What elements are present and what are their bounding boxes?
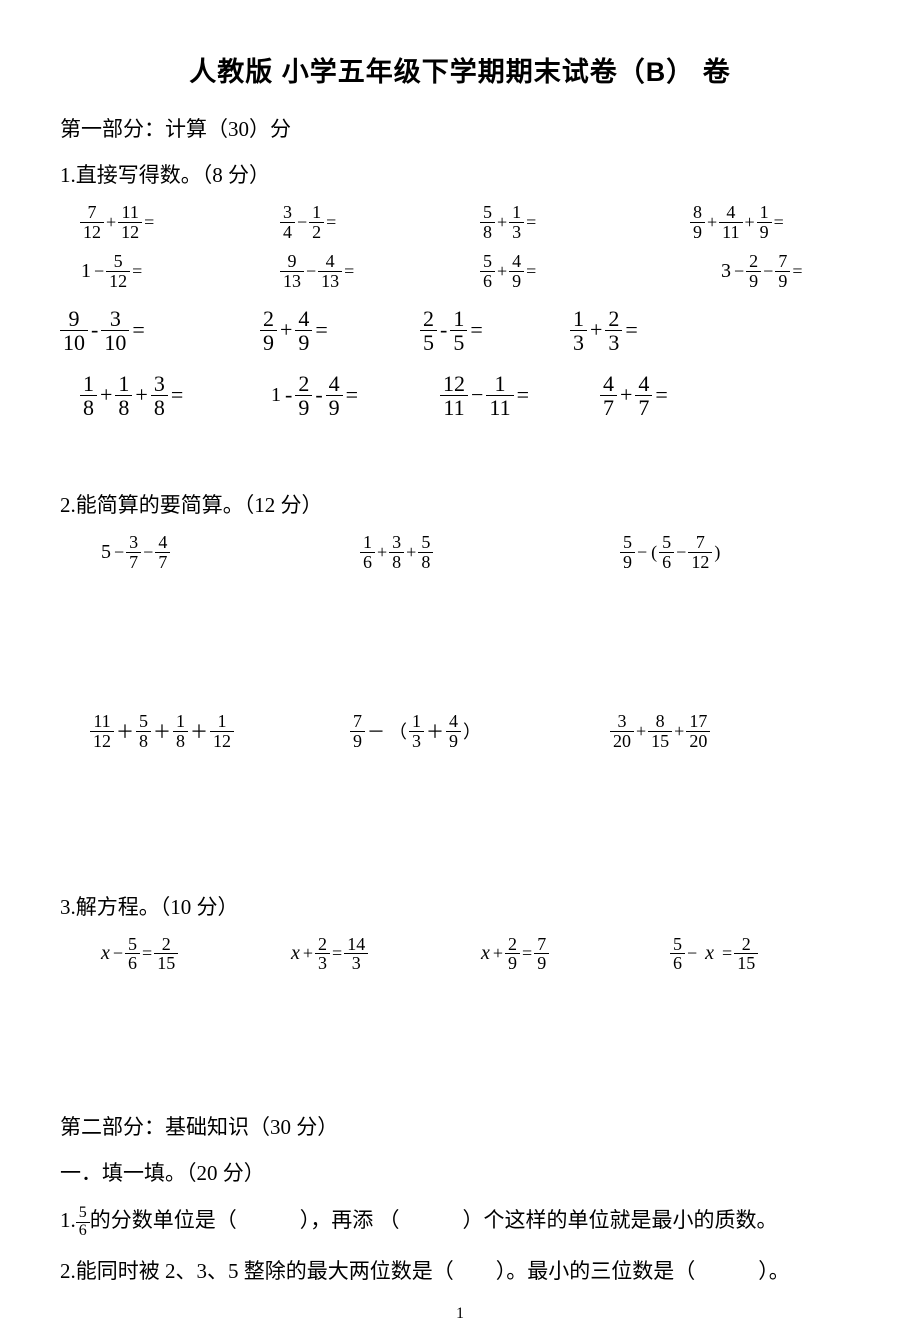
expression-cell: 59−(56−712) <box>620 533 880 572</box>
expression-cell: 16+38+58 <box>360 533 620 572</box>
fill-question-1: 1.56的分数单位是（ ），再添 （ ）个这样的单位就是最小的质数。 <box>60 1203 860 1239</box>
expression-cell: 3−29−79= <box>720 252 870 291</box>
q2-header: 2.能简算的要简算。（12 分） <box>60 489 860 519</box>
expression-cell: 25-15= <box>420 307 570 354</box>
q1-header: 1.直接写得数。（8 分） <box>60 159 860 189</box>
expression-cell: 47+47= <box>600 372 750 419</box>
exam-page: 人教版 小学五年级下学期期末试卷（B） 卷 第一部分：计算（30）分 1.直接写… <box>0 0 920 1343</box>
expression-cell: 56+49= <box>480 252 720 291</box>
expression-cell: 18+18+38= <box>80 372 270 419</box>
expression-cell: 34−12= <box>280 203 480 242</box>
q3-row1: x−56=215x+23=143x+29=7956−x=215 <box>100 935 860 974</box>
expression-cell: x−56=215 <box>100 935 290 974</box>
q2-row1: 5−37−4716+38+5859−(56−712) <box>100 533 860 572</box>
q1-row4: 18+18+38=1-29-49=1211−111=47+47= <box>80 372 860 419</box>
title-paren-close: ） <box>666 57 694 87</box>
expression-cell: 79－（13＋49） <box>350 712 610 751</box>
expression-cell: 29+49= <box>260 307 420 354</box>
expression-cell: x+23=143 <box>290 935 480 974</box>
q1-row1: 712+1112=34−12=58+13=89+411+19= <box>80 203 860 242</box>
expression-cell: 5−37−47 <box>100 533 360 572</box>
title-prefix: 人教版 小学五年级下学期期末试卷 <box>189 57 618 87</box>
expression-cell: 910-310= <box>60 307 260 354</box>
fill1-text: 的分数单位是（ ），再添 （ ）个这样的单位就是最小的质数。 <box>90 1208 778 1232</box>
expression-cell: 1-29-49= <box>270 372 440 419</box>
expression-cell: 913−413= <box>280 252 480 291</box>
expression-cell: x+29=79 <box>480 935 670 974</box>
part1-header: 第一部分：计算（30）分 <box>60 113 860 143</box>
title-letter: B <box>646 57 667 87</box>
expression-cell: 13+23= <box>570 307 720 354</box>
title-paren-open: （ <box>618 57 646 87</box>
fill1-fraction: 56 <box>76 1205 90 1240</box>
expression-cell: 56−x=215 <box>670 935 860 974</box>
page-title: 人教版 小学五年级下学期期末试卷（B） 卷 <box>60 50 860 89</box>
expression-cell: 1112＋58＋18＋112 <box>90 712 350 751</box>
page-number: 1 <box>0 1305 920 1323</box>
fill-question-2: 2.能同时被 2、3、5 整除的最大两位数是（ ）。最小的三位数是（ ）。 <box>60 1254 860 1290</box>
expression-cell: 1211−111= <box>440 372 600 419</box>
title-suffix: 卷 <box>694 57 731 87</box>
q1-row3: 910-310=29+49=25-15=13+23= <box>60 307 860 354</box>
expression-cell: 320+815+1720 <box>610 712 870 751</box>
q3-header: 3.解方程。（10 分） <box>60 891 860 921</box>
part2-header: 第二部分：基础知识（30 分） <box>60 1111 860 1141</box>
sec1-header: 一．填一填。（20 分） <box>60 1157 860 1187</box>
q1-row2: 1−512=913−413=56+49=3−29−79= <box>80 252 860 291</box>
expression-cell: 58+13= <box>480 203 690 242</box>
expression-cell: 1−512= <box>80 252 280 291</box>
expression-cell: 89+411+19= <box>690 203 860 242</box>
expression-cell: 712+1112= <box>80 203 280 242</box>
q2-row2: 1112＋58＋18＋11279－（13＋49）320+815+1720 <box>90 712 860 751</box>
fill1-prefix: 1. <box>60 1208 76 1232</box>
